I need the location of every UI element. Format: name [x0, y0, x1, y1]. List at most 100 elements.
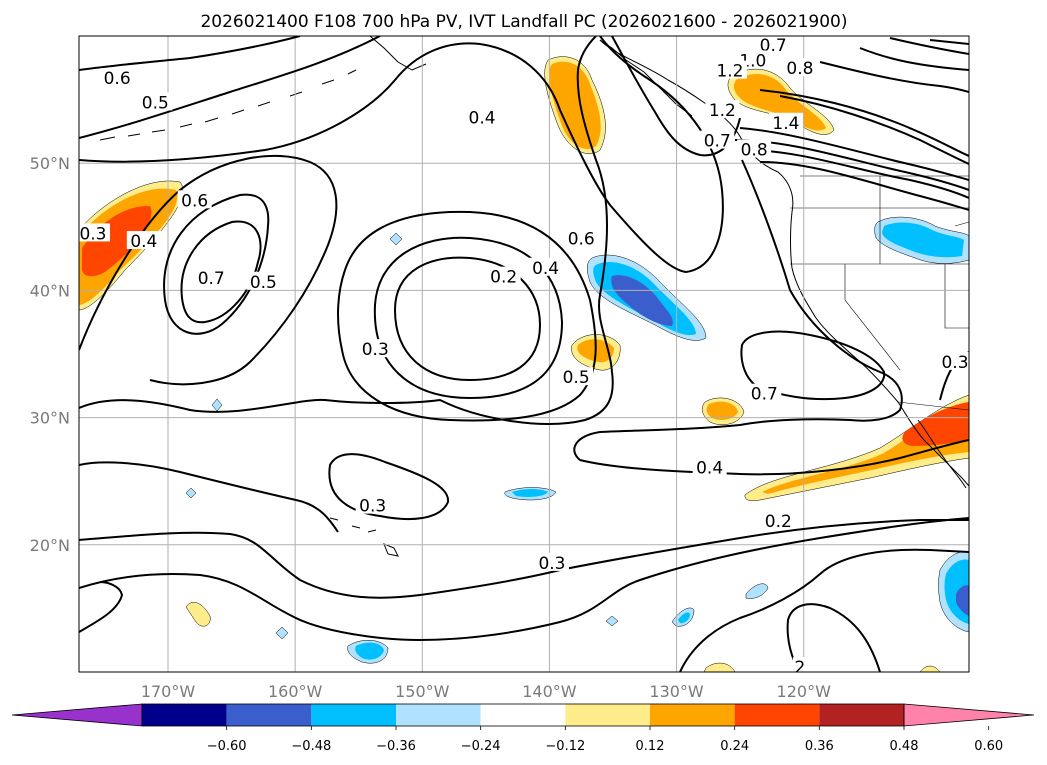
contour-label-background	[737, 139, 772, 158]
figure-title: 2026021400 F108 700 hPa PV, IVT Landfall…	[200, 12, 847, 32]
pv-contour-0.8	[889, 37, 969, 55]
contour-label-background	[564, 228, 599, 247]
pv-contour-1.2	[819, 61, 969, 93]
contour-label-background	[100, 68, 135, 87]
contour-label-background	[138, 92, 173, 111]
colorbar-segment	[480, 704, 566, 726]
pv-contour-labels: 0.60.50.40.71.0 0.81.21.21.40.7 0.80.3 0.40…	[79, 36, 969, 672]
contour-label-background	[177, 190, 212, 209]
ivt-positive-region-northeast	[733, 74, 826, 131]
contour-label-background	[705, 100, 740, 119]
colorbar-tick-label: −0.36	[376, 739, 416, 754]
pv-contour-0.6	[163, 193, 270, 335]
contour-label-background	[756, 36, 791, 54]
ivt-negative-region-southeast	[956, 585, 969, 616]
ivt-positive-region-southeast	[902, 402, 969, 446]
contour-label-background	[79, 223, 110, 242]
contour-label: 1.2	[716, 62, 743, 82]
state-borders	[790, 175, 969, 411]
colorbar-tick-label: −0.48	[291, 739, 331, 754]
longitude-tick-label: 170°W	[141, 682, 196, 701]
pv-contour-0.2	[393, 256, 542, 382]
colorbar-segment	[226, 704, 312, 726]
contour-label: 0.2	[490, 268, 517, 288]
aleutian-islands	[99, 69, 357, 141]
latitude-tick-label: 50°N	[30, 154, 70, 173]
contour-label: 0.4	[696, 458, 723, 478]
pv-contour-0.5	[79, 36, 614, 425]
ivt-negative-speck	[678, 612, 690, 624]
contour-label: 0.3	[362, 340, 389, 360]
contour-label: 1.4	[772, 114, 799, 134]
pv-contour-0.5	[79, 154, 338, 386]
contour-label-background	[792, 657, 807, 672]
pv-contour-0.4	[79, 36, 724, 274]
contour-label-background	[761, 510, 796, 529]
contour-label: 0.4	[532, 259, 559, 279]
contour-label-background	[246, 271, 281, 290]
contour-label: 0.8	[786, 59, 813, 79]
colorbar-segment	[396, 704, 481, 726]
colorbar-segment	[565, 704, 650, 726]
pv-contour-0.7	[929, 39, 969, 45]
ivt-negative-region-east	[882, 222, 964, 258]
contour-label-background	[712, 60, 747, 79]
contour-label: 0.4	[469, 109, 496, 129]
contour-label-background	[938, 351, 969, 370]
ivt-negative-speck	[355, 642, 384, 660]
ivt-positive-speck	[185, 601, 211, 627]
contour-label-background	[528, 257, 563, 276]
ivt-negative-speck	[185, 487, 197, 499]
ivt-negative-speck	[275, 626, 289, 640]
us-mexico-border	[897, 401, 969, 411]
contour-label: 0.6	[104, 69, 131, 89]
contour-label-background	[768, 112, 803, 131]
contour-label-background	[465, 107, 500, 126]
ivt-positive-region-southeast	[762, 402, 969, 494]
pv-contour-0.4	[337, 210, 597, 422]
colorbar-segment	[734, 704, 820, 726]
colorbar: −0.60 −0.48 −0.36 −0.24 −0.12 0.12 0.24 0.36 0.4…	[11, 703, 1035, 754]
colorbar-segment	[311, 704, 396, 726]
pv-contour-1.4	[779, 95, 969, 165]
longitude-tick-label: 160°W	[268, 682, 323, 701]
contour-label-background	[782, 58, 817, 77]
ivt-positive-speck	[703, 662, 736, 672]
colorbar-extend-min	[11, 703, 143, 727]
contour-label: 0.3	[79, 224, 106, 244]
longitude-tick-label: 120°W	[777, 682, 832, 701]
colorbar-tick-label: 0.48	[890, 739, 919, 754]
contour-label-background	[194, 267, 229, 286]
pv-contour-1.2	[759, 89, 969, 157]
contour-label-background	[358, 339, 393, 358]
contour-label: 0.5	[142, 93, 169, 113]
ivt-negative-region-central	[611, 275, 673, 326]
longitude-axis: 170°W 160°W 150°W 140°W 130°W 120°W	[141, 682, 831, 701]
hawaiian-islands	[329, 517, 399, 557]
ivt-positive-region-southeast	[744, 394, 969, 502]
contour-label-background	[355, 495, 390, 514]
ivt-negative-speck	[605, 615, 619, 627]
contour-label-background	[126, 231, 161, 250]
colorbar-tick-label: 0.60	[974, 739, 1003, 754]
pv-contour-0.2	[786, 603, 881, 672]
contour-label: 0.8	[741, 140, 768, 160]
latitude-axis: 50°N 40°N 30°N 20°N	[30, 154, 70, 555]
contour-label: 0.7	[751, 385, 778, 405]
colorbar-tick-label: 0.24	[720, 739, 749, 754]
pv-contour-0.4	[79, 461, 339, 533]
pv-contour-0.6	[79, 36, 301, 71]
latitude-tick-label: 20°N	[30, 536, 70, 555]
contour-label-background	[700, 130, 735, 149]
ivt-negative-speck	[211, 398, 223, 412]
colorbar-tick-label: −0.24	[461, 739, 501, 754]
colorbar-tick-label: 0.12	[636, 739, 665, 754]
ivt-positive-region-north	[549, 61, 601, 149]
contour-label-background	[559, 367, 594, 386]
colorbar-tick-label: −0.60	[207, 739, 247, 754]
pv-contour-0.3	[328, 453, 450, 521]
contour-label-background	[534, 552, 569, 571]
longitude-tick-label: 140°W	[522, 682, 577, 701]
baja-peninsula-coastline	[917, 419, 967, 489]
colorbar-segment	[819, 704, 904, 726]
